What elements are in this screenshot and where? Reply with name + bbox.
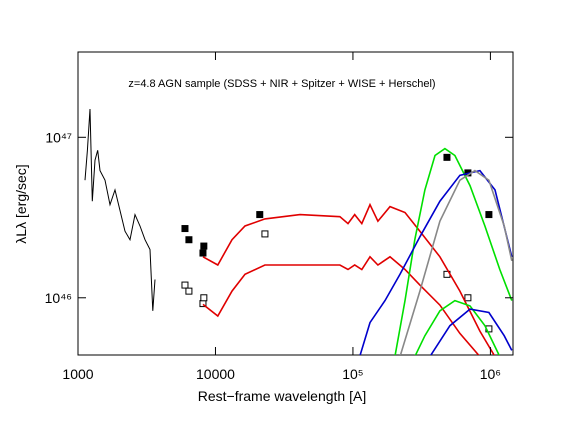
data-point (443, 153, 451, 161)
data-point (200, 294, 208, 302)
data-point (464, 294, 472, 302)
y-axis-label: λLλ [erg/sec] (13, 164, 29, 243)
x-tick-label: 1000 (62, 366, 93, 382)
x-tick-label: 10⁵ (342, 366, 363, 382)
data-point (261, 230, 269, 238)
series-line (359, 169, 513, 355)
series-line (399, 169, 513, 355)
y-tick-label: 10⁴⁷ (45, 129, 72, 145)
data-point (185, 287, 193, 295)
series-line (394, 147, 513, 355)
data-point (485, 211, 493, 219)
data-point (256, 211, 264, 219)
data-point (181, 225, 189, 233)
x-axis-label: Rest−frame wavelength [A] (198, 388, 366, 404)
series-line (202, 255, 480, 355)
annotation: z=4.8 AGN sample (SDSS + NIR + Spitzer +… (128, 78, 435, 90)
series-line (429, 308, 513, 355)
data-point (185, 236, 193, 244)
data-point (200, 242, 208, 250)
series-line (202, 202, 495, 355)
series-line (84, 108, 156, 311)
plot-frame (77, 51, 514, 356)
series-line (414, 299, 500, 355)
data-point (199, 249, 207, 257)
data-point (181, 281, 189, 289)
x-tick-label: 10⁶ (480, 366, 501, 382)
plot-area (84, 108, 513, 355)
x-tick-label: 10000 (196, 366, 235, 382)
y-tick-label: 10⁴⁶ (45, 290, 72, 306)
